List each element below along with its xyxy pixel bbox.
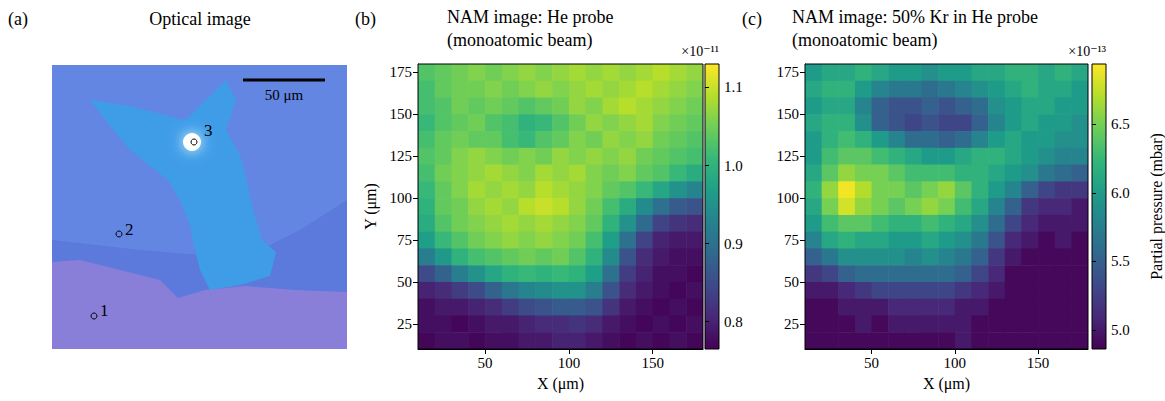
svg-text:50: 50 [478, 355, 493, 371]
svg-text:6.5: 6.5 [1111, 116, 1130, 132]
svg-text:75: 75 [784, 232, 799, 248]
svg-text:125: 125 [777, 148, 800, 164]
svg-text:0.8: 0.8 [724, 314, 743, 330]
svg-text:6.0: 6.0 [1111, 185, 1130, 201]
svg-text:(c): (c) [742, 9, 762, 30]
svg-text:(monoatomic beam): (monoatomic beam) [447, 30, 592, 51]
svg-text:25: 25 [397, 316, 412, 332]
svg-text:125: 125 [390, 148, 413, 164]
svg-text:100: 100 [777, 190, 800, 206]
svg-text:150: 150 [641, 355, 664, 371]
svg-text:1.0: 1.0 [724, 158, 743, 174]
svg-text:Y (μm): Y (μm) [362, 183, 380, 230]
svg-text:150: 150 [1027, 355, 1050, 371]
svg-text:X (μm): X (μm) [537, 375, 584, 393]
svg-text:75: 75 [397, 232, 412, 248]
svg-text:150: 150 [390, 106, 413, 122]
svg-text:1.1: 1.1 [724, 79, 743, 95]
svg-text:25: 25 [784, 316, 799, 332]
svg-text:5.5: 5.5 [1111, 253, 1130, 269]
svg-text:X (μm): X (μm) [923, 375, 970, 393]
svg-text:50: 50 [864, 355, 879, 371]
svg-text:NAM image: He probe: NAM image: He probe [447, 7, 613, 27]
svg-text:0.9: 0.9 [724, 236, 743, 252]
svg-text:50 μm: 50 μm [265, 87, 304, 103]
svg-text:100: 100 [558, 355, 581, 371]
svg-text:100: 100 [944, 355, 967, 371]
svg-text:100: 100 [390, 190, 413, 206]
svg-text:Partial pressure (mbar): Partial pressure (mbar) [1148, 133, 1165, 280]
svg-text:×10⁻¹¹: ×10⁻¹¹ [681, 44, 719, 59]
svg-text:150: 150 [777, 106, 800, 122]
svg-text:175: 175 [777, 64, 800, 80]
svg-text:50: 50 [784, 274, 799, 290]
svg-text:(b): (b) [355, 9, 376, 30]
svg-text:(monoatomic beam): (monoatomic beam) [792, 30, 937, 51]
svg-text:(a): (a) [8, 9, 28, 30]
svg-text:2: 2 [125, 220, 134, 239]
svg-text:50: 50 [397, 274, 412, 290]
svg-text:Optical image: Optical image [149, 9, 250, 29]
svg-text:5.0: 5.0 [1111, 322, 1130, 338]
svg-text:NAM image: 50% Kr in He probe: NAM image: 50% Kr in He probe [792, 7, 1038, 27]
svg-text:175: 175 [390, 64, 413, 80]
svg-text:3: 3 [204, 121, 213, 140]
svg-text:×10⁻¹³: ×10⁻¹³ [1068, 44, 1106, 59]
svg-text:1: 1 [100, 301, 109, 320]
